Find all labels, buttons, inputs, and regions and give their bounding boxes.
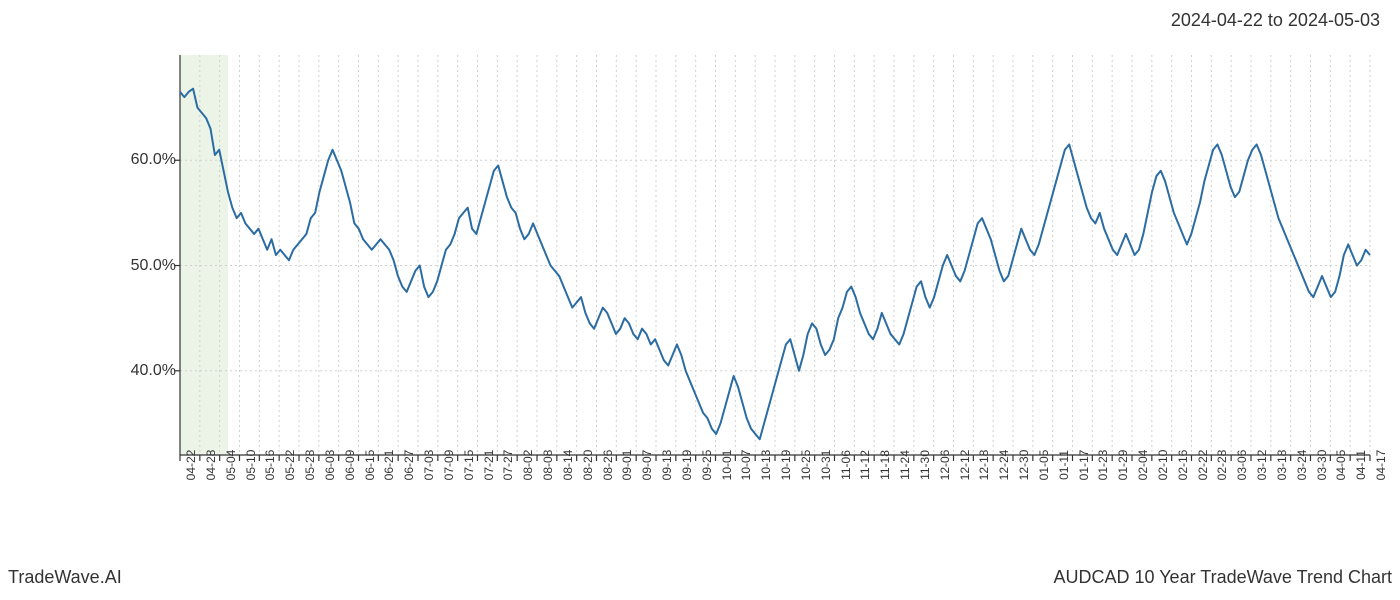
x-tick-label: 01-17 — [1077, 450, 1091, 481]
x-tick-label: 06-03 — [323, 450, 337, 481]
x-tick-label: 05-22 — [283, 450, 297, 481]
x-tick-label: 09-25 — [700, 450, 714, 481]
x-tick-label: 01-05 — [1037, 450, 1051, 481]
x-tick-label: 02-16 — [1176, 450, 1190, 481]
x-tick-label: 06-21 — [382, 450, 396, 481]
x-tick-label: 10-13 — [759, 450, 773, 481]
y-tick-label: 60.0% — [131, 151, 176, 169]
y-tick-label: 40.0% — [131, 362, 176, 380]
x-tick-label: 09-13 — [660, 450, 674, 481]
x-tick-label: 01-29 — [1116, 450, 1130, 481]
x-tick-label: 05-04 — [224, 450, 238, 481]
x-tick-label: 11-18 — [878, 450, 892, 480]
x-tick-label: 02-28 — [1215, 450, 1229, 481]
x-tick-label: 09-19 — [680, 450, 694, 481]
x-tick-label: 11-12 — [858, 450, 872, 480]
x-tick-label: 07-03 — [422, 450, 436, 481]
x-tick-label: 11-30 — [918, 450, 932, 480]
x-tick-label: 04-11 — [1354, 450, 1368, 480]
x-tick-label: 08-26 — [601, 450, 615, 481]
x-tick-label: 06-09 — [343, 450, 357, 481]
x-tick-label: 07-27 — [501, 450, 515, 481]
chart-title: AUDCAD 10 Year TradeWave Trend Chart — [1054, 567, 1393, 588]
x-tick-label: 12-30 — [1017, 450, 1031, 481]
x-tick-label: 08-08 — [541, 450, 555, 481]
x-tick-label: 06-15 — [363, 450, 377, 481]
x-tick-label: 05-10 — [244, 450, 258, 481]
date-range-label: 2024-04-22 to 2024-05-03 — [1171, 10, 1380, 31]
x-tick-label: 03-30 — [1315, 450, 1329, 481]
x-tick-label: 10-25 — [799, 450, 813, 481]
x-tick-label: 03-12 — [1255, 450, 1269, 481]
brand-label: TradeWave.AI — [8, 567, 122, 588]
x-tick-label: 10-07 — [739, 450, 753, 481]
y-tick-label: 50.0% — [131, 257, 176, 275]
trend-chart — [180, 55, 1370, 455]
x-tick-label: 07-09 — [442, 450, 456, 481]
x-tick-label: 02-04 — [1136, 450, 1150, 481]
x-tick-label: 10-31 — [819, 450, 833, 481]
x-tick-label: 08-02 — [521, 450, 535, 481]
x-tick-label: 08-14 — [561, 450, 575, 481]
x-tick-label: 11-24 — [898, 450, 912, 480]
x-tick-label: 05-28 — [303, 450, 317, 481]
x-tick-label: 01-23 — [1096, 450, 1110, 481]
x-tick-label: 04-05 — [1334, 450, 1348, 481]
x-tick-label: 03-24 — [1295, 450, 1309, 481]
x-tick-label: 11-06 — [839, 450, 853, 480]
x-tick-label: 12-18 — [977, 450, 991, 481]
x-tick-label: 04-28 — [204, 450, 218, 481]
x-tick-label: 12-06 — [938, 450, 952, 481]
x-tick-label: 05-16 — [263, 450, 277, 481]
x-tick-label: 04-22 — [184, 450, 198, 481]
x-tick-label: 10-01 — [720, 450, 734, 481]
x-tick-label: 03-06 — [1235, 450, 1249, 481]
x-tick-label: 10-19 — [779, 450, 793, 481]
x-tick-label: 01-11 — [1057, 450, 1071, 480]
x-tick-label: 06-27 — [402, 450, 416, 481]
x-tick-label: 02-22 — [1196, 450, 1210, 481]
x-tick-label: 08-20 — [581, 450, 595, 481]
x-tick-label: 07-15 — [462, 450, 476, 481]
x-tick-label: 09-07 — [640, 450, 654, 481]
x-tick-label: 02-10 — [1156, 450, 1170, 481]
x-tick-label: 12-24 — [997, 450, 1011, 481]
x-tick-label: 09-01 — [620, 450, 634, 481]
x-tick-label: 04-17 — [1374, 450, 1388, 481]
x-tick-label: 12-12 — [958, 450, 972, 481]
x-tick-label: 07-21 — [482, 450, 496, 481]
x-tick-label: 03-18 — [1275, 450, 1289, 481]
